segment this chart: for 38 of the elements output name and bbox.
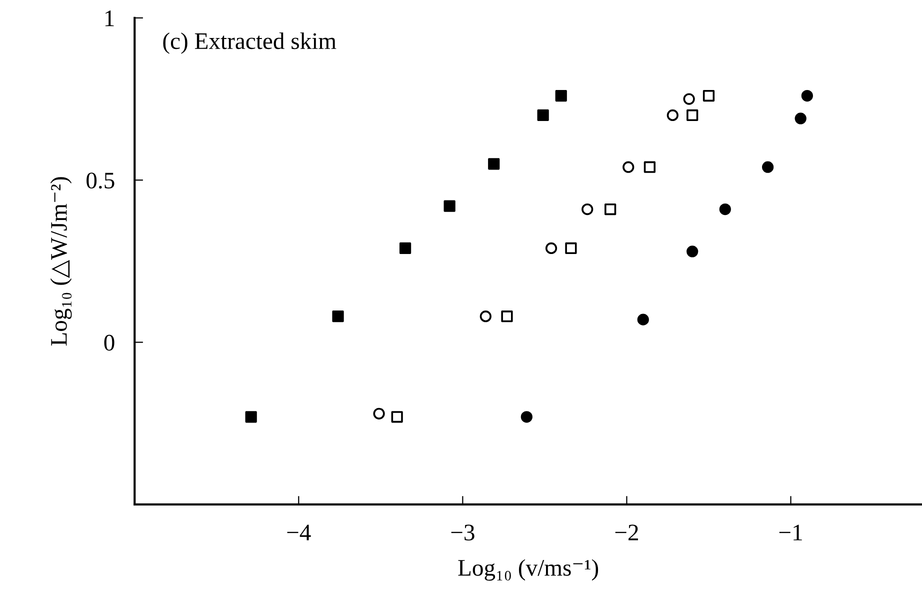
x-tick-label: −3 — [451, 524, 474, 541]
point — [245, 411, 257, 423]
point — [501, 310, 513, 322]
point — [537, 109, 549, 122]
point — [520, 411, 532, 423]
point — [666, 109, 678, 122]
y-tick-label: 0.5 — [86, 172, 114, 189]
x-tick-label: −2 — [615, 524, 638, 540]
point — [604, 203, 616, 216]
y-tick-label: 1 — [105, 10, 114, 26]
point — [794, 112, 806, 124]
point — [444, 200, 456, 212]
x-axis-title: Log₁₀ (v/ms⁻¹) — [458, 559, 598, 581]
point — [391, 411, 403, 423]
point — [801, 90, 813, 102]
y-axis-title: Log₁₀ (△W/Jm⁻²) — [50, 177, 72, 346]
point — [702, 90, 715, 102]
point — [555, 90, 567, 102]
point — [373, 408, 385, 420]
point — [683, 93, 695, 105]
point — [644, 161, 656, 173]
point — [565, 242, 577, 254]
point — [545, 242, 558, 254]
point — [480, 310, 492, 322]
x-tick-label: −4 — [287, 524, 311, 540]
point — [762, 161, 774, 173]
point — [637, 314, 649, 326]
point — [622, 161, 634, 173]
point — [686, 109, 698, 122]
point — [686, 246, 698, 258]
annotation: (c) Extracted skim — [163, 32, 336, 54]
point — [719, 203, 731, 216]
point — [582, 203, 594, 216]
point — [399, 242, 412, 254]
x-tick-label: −1 — [779, 524, 802, 540]
point — [488, 158, 500, 170]
y-tick-label: 0 — [104, 334, 114, 351]
point — [332, 310, 344, 322]
